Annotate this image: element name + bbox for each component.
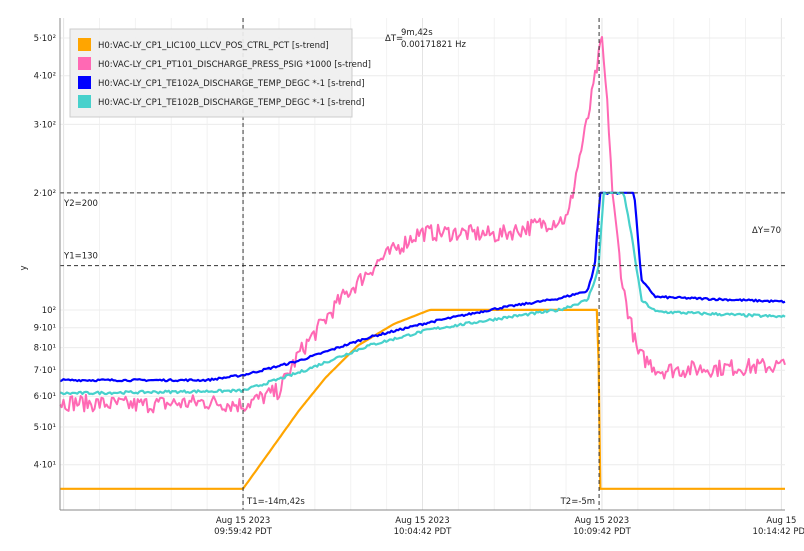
x-tick-label: 09:59:42 PDT	[214, 527, 273, 537]
series-line-4	[59, 191, 786, 396]
x-tick-label: 10:04:42 PDT	[394, 527, 453, 537]
series-line-1	[60, 308, 785, 490]
y-tick-label: 10²	[42, 306, 56, 316]
y-tick-label: 7·10¹	[34, 366, 56, 376]
delta-t-prefix: ΔT=	[385, 34, 403, 44]
y-tick-label: 3·10²	[34, 120, 56, 130]
y-tick-label: 8·10¹	[34, 344, 56, 354]
legend-entry: H0:VAC-LY_CP1_PT101_DISCHARGE_PRESS_PSIG…	[98, 60, 371, 70]
x-tick-label: 10:09:42 PDT	[573, 527, 632, 537]
legend-swatch	[78, 57, 91, 70]
y-tick-label: 9·10¹	[34, 324, 56, 334]
x-tick-label: Aug 15 2023	[395, 516, 449, 526]
legend-box	[69, 28, 353, 118]
x-tick-label: Aug 15 2023	[216, 516, 270, 526]
cursor-t2-label: T2=-5m	[560, 497, 595, 507]
y-tick-label: 4·10²	[34, 72, 56, 82]
legend: H0:VAC-LY_CP1_LIC100_LLCV_POS_CTRL_PCT […	[69, 28, 371, 118]
y-tick-label: 5·10¹	[34, 423, 56, 433]
delta-t-value: 9m,42s	[401, 28, 433, 38]
series-line-2	[59, 36, 786, 414]
series-line-3	[59, 191, 786, 383]
cursor-y2-label: Y2=200	[63, 199, 98, 209]
cursor-t1-label: T1=-14m,42s	[246, 497, 305, 507]
x-tick-label: Aug 15 2023	[575, 516, 629, 526]
x-tick-label: Aug 15	[766, 516, 796, 526]
delta-y-value: ΔY=70	[752, 226, 781, 236]
y-tick-label: 2·10²	[34, 189, 56, 199]
cursor-y1-label: Y1=130	[63, 252, 98, 262]
y-tick-label: 6·10¹	[34, 392, 56, 402]
y-tick-label: 4·10¹	[34, 461, 56, 471]
legend-entry: H0:VAC-LY_CP1_TE102B_DISCHARGE_TEMP_DEGC…	[98, 98, 365, 108]
legend-entry: H0:VAC-LY_CP1_TE102A_DISCHARGE_TEMP_DEGC…	[98, 79, 365, 89]
y-axis-label: y	[19, 265, 29, 270]
delta-t-frequency: 0.00171821 Hz	[401, 40, 466, 50]
x-tick-label: 10:14:42 PDT	[753, 527, 804, 537]
legend-swatch	[78, 76, 91, 89]
legend-entry: H0:VAC-LY_CP1_LIC100_LLCV_POS_CTRL_PCT […	[98, 41, 329, 51]
legend-swatch	[78, 38, 91, 51]
y-tick-label: 5·10²	[34, 34, 56, 44]
legend-swatch	[78, 95, 91, 108]
